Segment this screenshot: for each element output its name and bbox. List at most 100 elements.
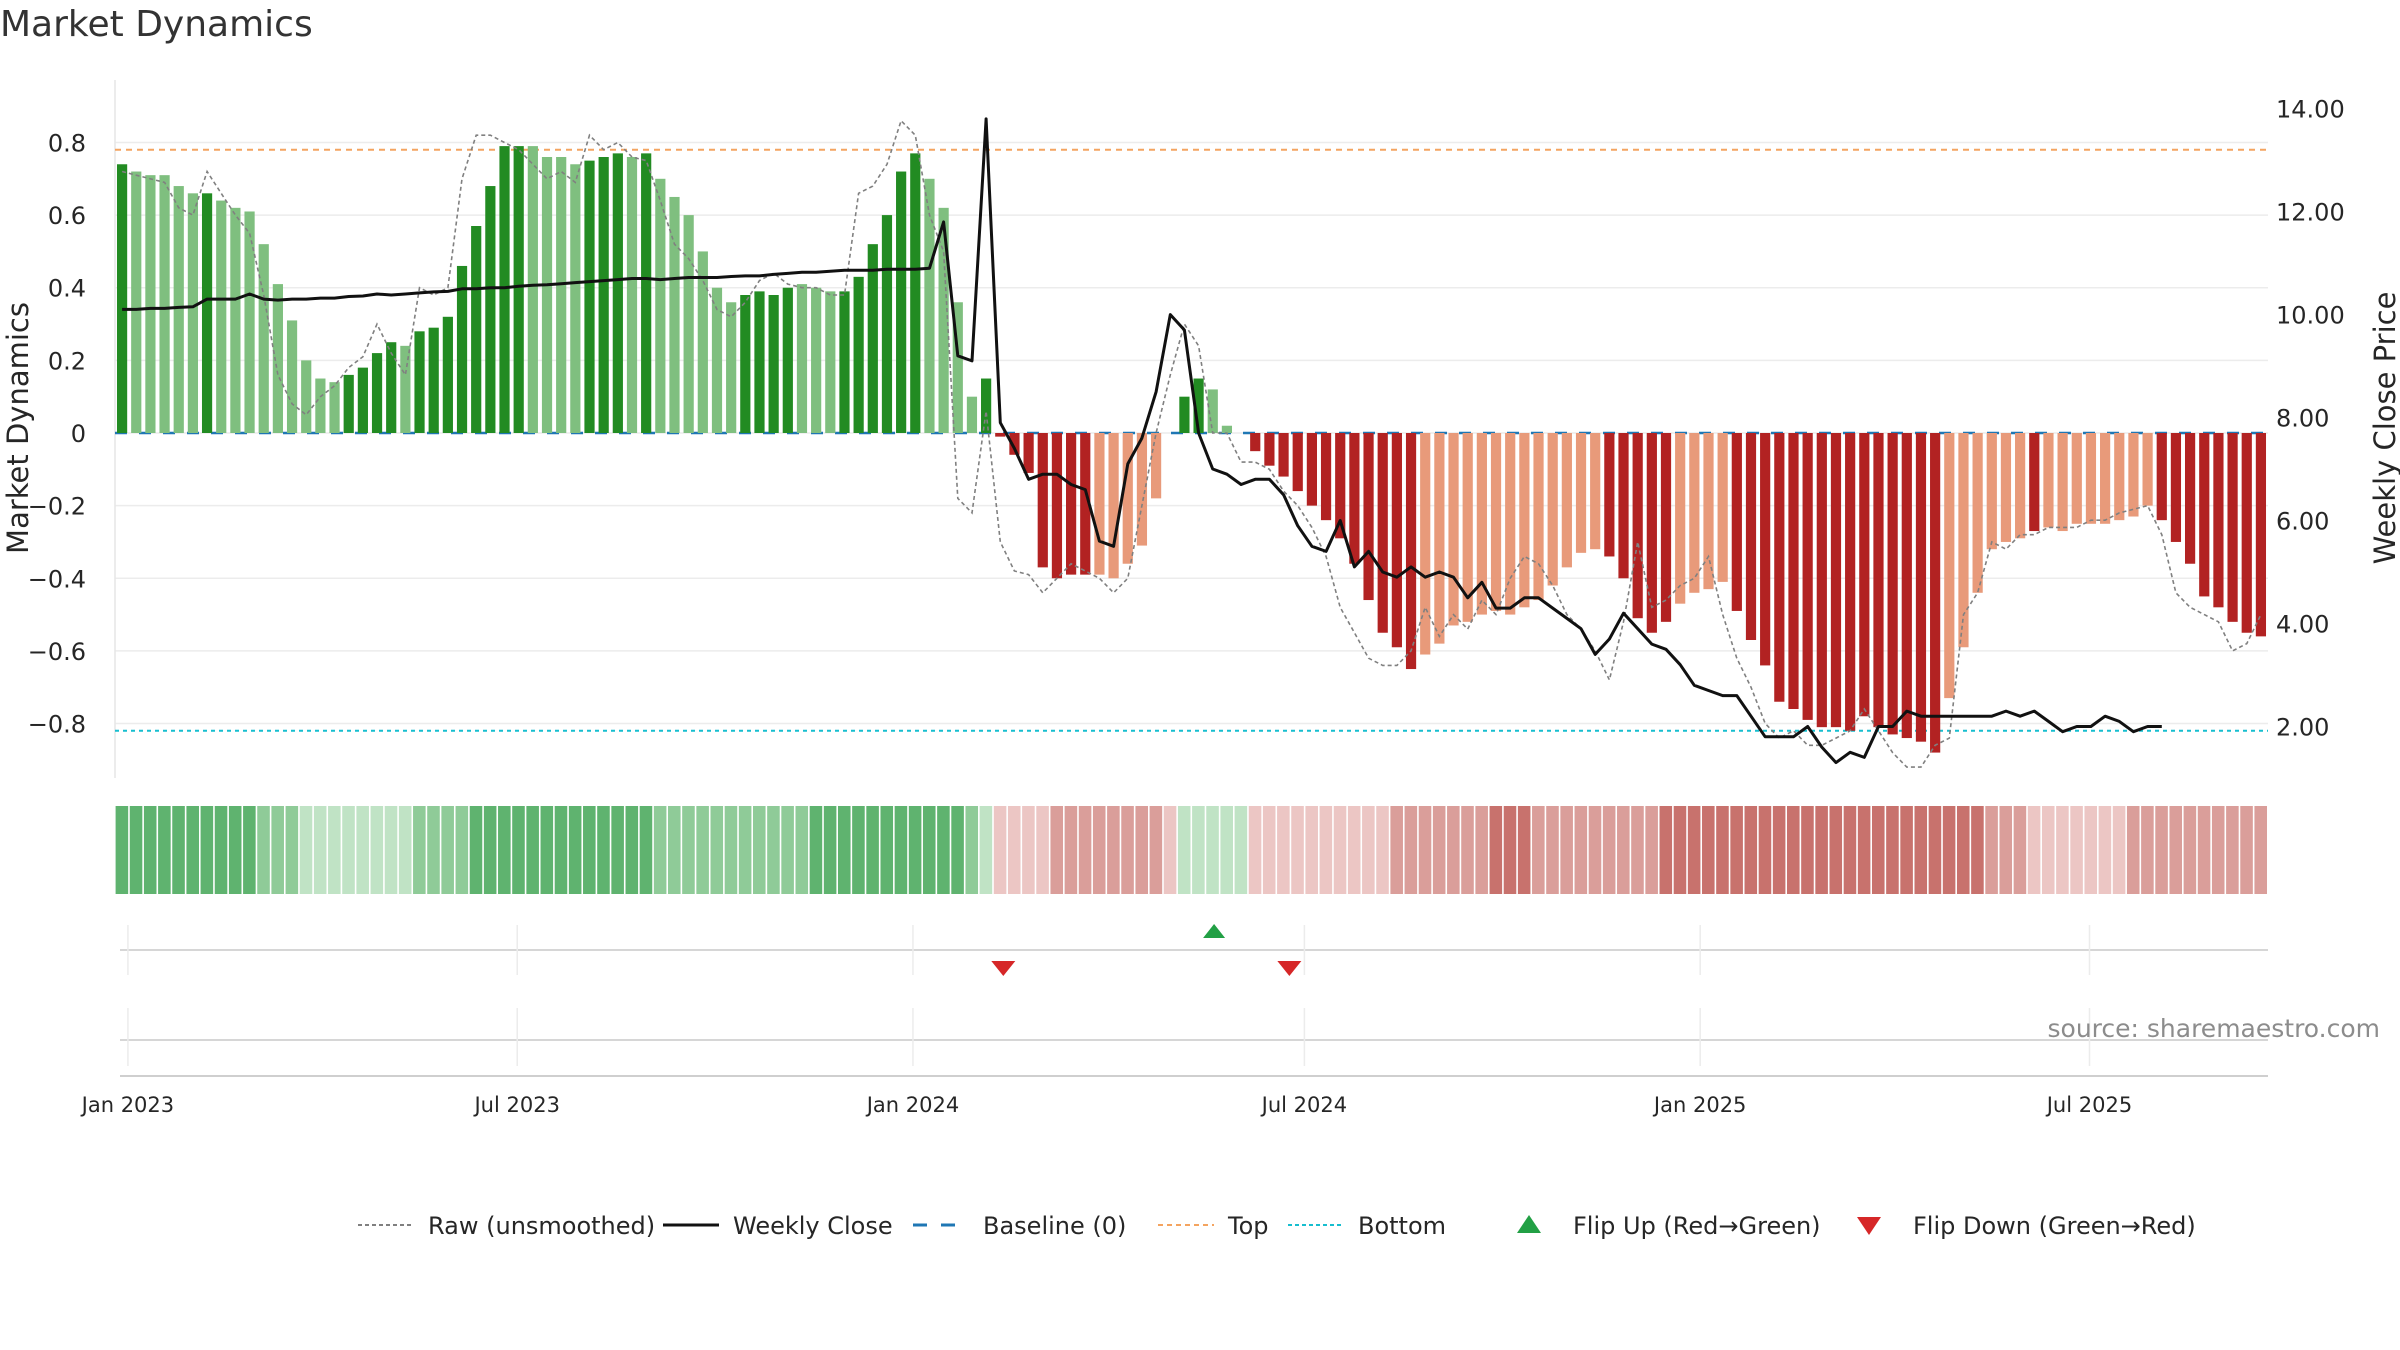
regime-cell [2098, 806, 2112, 894]
dynamics-bar [1930, 433, 1941, 753]
dynamics-bar [1150, 433, 1162, 499]
dynamics-bar [1051, 433, 1063, 579]
dynamics-bar [173, 186, 184, 433]
dynamics-bar [896, 171, 907, 434]
dynamics-bar [1250, 433, 1261, 452]
legend-item-flip-up: Flip Up (Red→Green) [1517, 1212, 1821, 1240]
dynamics-bar [1363, 433, 1374, 601]
regime-cell [1588, 806, 1602, 894]
regime-cell [1730, 806, 1743, 894]
regime-cell [1645, 806, 1658, 894]
dynamics-bar [1731, 433, 1742, 611]
dynamics-bar [1066, 433, 1077, 575]
regime-cell [1871, 806, 1885, 894]
dynamics-bar [2128, 433, 2139, 517]
regime-cell [526, 806, 539, 894]
dynamics-bar [1745, 433, 1757, 640]
dynamics-bar [357, 367, 368, 433]
dynamics-bar [995, 433, 1006, 437]
dynamics-bar [1774, 433, 1785, 702]
regime-cell [2155, 806, 2168, 894]
dynamics-bar [1760, 433, 1771, 666]
dynamics-bar [2057, 433, 2068, 532]
legend-label: Raw (unsmoothed) [428, 1212, 655, 1240]
regime-cell [2112, 806, 2126, 894]
legend-label: Flip Up (Red→Green) [1573, 1212, 1821, 1240]
legend-item-close: Weekly Close [663, 1212, 893, 1240]
x-tick-label: Jan 2025 [1652, 1093, 1747, 1117]
regime-cell [1942, 806, 1956, 894]
legend-item-flip-down: Flip Down (Green→Red) [1857, 1212, 2196, 1240]
regime-cell [1248, 806, 1262, 894]
dynamics-bar [1944, 433, 1955, 699]
regime-cell [299, 806, 313, 894]
bars-layer [116, 146, 2267, 753]
regime-cell [455, 806, 469, 894]
x-tick-label: Jan 2023 [80, 1093, 175, 1117]
regime-cell [653, 806, 667, 894]
regime-cell [1914, 806, 1928, 894]
legend-swatch [1517, 1215, 1541, 1233]
dynamics-bar [1122, 433, 1133, 564]
regime-cell [682, 806, 695, 894]
regime-cell [1064, 806, 1078, 894]
regime-cell [1801, 806, 1814, 894]
dynamics-bar [315, 378, 326, 433]
dynamics-bar [1306, 433, 1317, 506]
x-axis: Jan 2023 Jul 2023 Jan 2024 Jul 2024 Jan 2025… [80, 1093, 2133, 1117]
regime-cell [668, 806, 681, 894]
legend-item-baseline: Baseline (0) [913, 1212, 1126, 1240]
legend-item-top: Top [1158, 1212, 1269, 1240]
dynamics-bar [1816, 433, 1827, 728]
regime-cell [1758, 806, 1772, 894]
flip-down-marker [991, 961, 1016, 976]
regime-cell [1857, 806, 1871, 894]
dynamics-bar [1377, 433, 1388, 633]
regime-cell [1617, 806, 1630, 894]
dynamics-bar [145, 175, 156, 433]
regime-cell [1432, 806, 1446, 894]
regime-cell [271, 806, 284, 894]
dynamics-bar [1915, 433, 1927, 742]
dynamics-bar [612, 153, 623, 434]
dynamics-bar [1519, 433, 1530, 608]
regime-cell [1517, 806, 1531, 894]
regime-cell [1928, 806, 1942, 894]
regime-cell [342, 806, 355, 894]
legend-item-raw: Raw (unsmoothed) [358, 1212, 655, 1240]
regime-cell [469, 806, 483, 894]
dynamics-bar [1320, 433, 1332, 521]
flip-up-marker [1203, 924, 1226, 938]
regime-cell [1319, 806, 1333, 894]
dynamics-bar [796, 284, 808, 433]
regime-cell [795, 806, 809, 894]
regime-cell [625, 806, 639, 894]
legend-label: Weekly Close [733, 1212, 893, 1240]
dynamics-bar [456, 265, 468, 433]
regime-cell [1050, 806, 1064, 894]
regime-cell [2254, 806, 2267, 894]
dynamics-bar [2100, 433, 2111, 524]
regime-cell [951, 806, 964, 894]
dynamics-bar [1221, 425, 1233, 433]
regime-cell [257, 806, 270, 894]
regime-cell [1900, 806, 1913, 894]
regime-cell [1121, 806, 1134, 894]
dynamics-bar [1703, 433, 1714, 590]
regime-cell [328, 806, 341, 894]
regime-cell [1262, 806, 1276, 894]
dynamics-bar [570, 164, 581, 433]
regime-cell [1036, 806, 1049, 894]
regime-cell [384, 806, 398, 894]
regime-cell [1886, 806, 1899, 894]
dynamics-bar [2015, 433, 2026, 539]
dynamics-bar [1391, 433, 1402, 648]
regime-cell [908, 806, 922, 894]
regime-cell [498, 806, 511, 894]
dynamics-bar [1335, 433, 1346, 539]
regime-cell [2169, 806, 2183, 894]
close-layer [122, 117, 2162, 765]
regime-cell [1702, 806, 1715, 894]
dynamics-bar [2255, 433, 2267, 637]
dynamics-bar [1887, 433, 1898, 735]
